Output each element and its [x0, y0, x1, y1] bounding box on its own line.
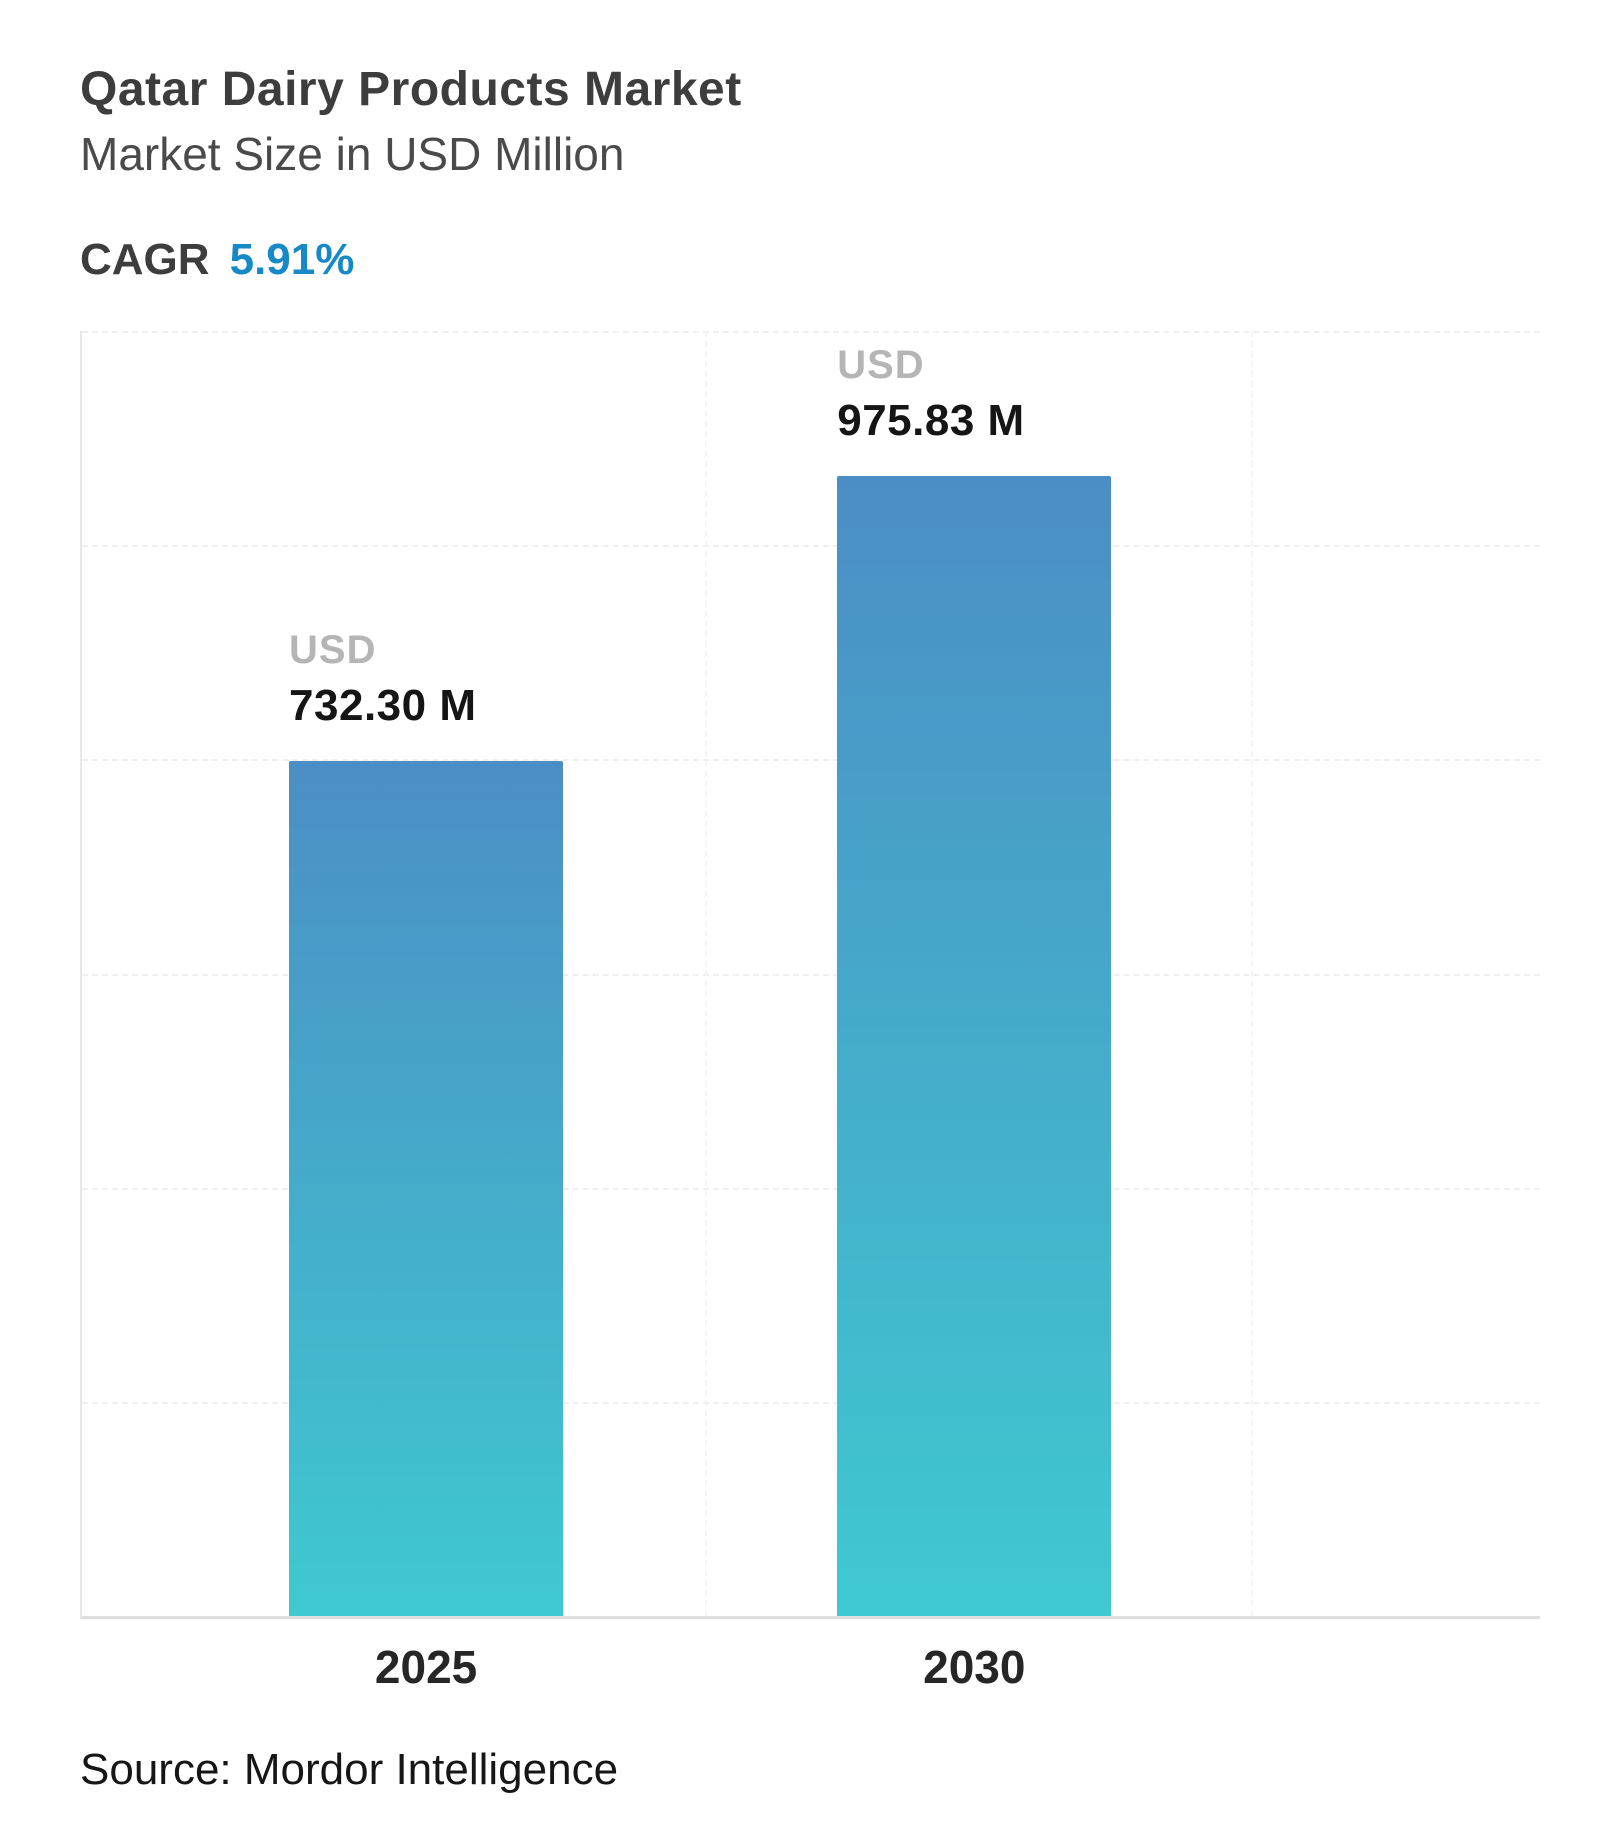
cagr-label: CAGR [80, 235, 210, 284]
amount-label: 975.83 M [837, 396, 1025, 446]
gridline [82, 1187, 1540, 1190]
currency-label: USD [289, 627, 377, 672]
gridline [82, 973, 1540, 976]
cagr-value: 5.91% [229, 235, 355, 284]
bar-2030 [837, 476, 1112, 1616]
bar-2025 [289, 760, 564, 1616]
bar-group-2030: USD 975.83 M 2030 [837, 331, 1112, 1693]
source-note: Source: Mordor Intelligence [80, 1745, 619, 1794]
cagr-row: CAGR 5.91% [80, 235, 1540, 285]
amount-label: 732.30 M [289, 680, 477, 730]
page-subtitle: Market Size in USD Million [80, 128, 625, 180]
currency-label: USD [837, 343, 925, 388]
gridline [82, 545, 1540, 548]
x-axis-label-2025: 2025 [374, 1641, 478, 1693]
gridline [82, 1401, 1540, 1404]
gridline [82, 331, 1540, 333]
bar-group-2025: USD 732.30 M 2025 [289, 331, 564, 1693]
bar-value-label-2030: USD 975.83 M [837, 343, 1111, 446]
category-separator-line [1251, 331, 1254, 1616]
page-title: Qatar Dairy Products Market [80, 63, 742, 116]
bar-chart-plot-area: USD 732.30 M 2025 USD 975.83 M 2030 [80, 331, 1540, 1693]
category-separator-line [704, 331, 707, 1616]
x-axis-label-2030: 2030 [923, 1641, 1026, 1693]
bar-value-label-2025: USD 732.30 M [289, 628, 563, 731]
gridline [82, 759, 1540, 762]
